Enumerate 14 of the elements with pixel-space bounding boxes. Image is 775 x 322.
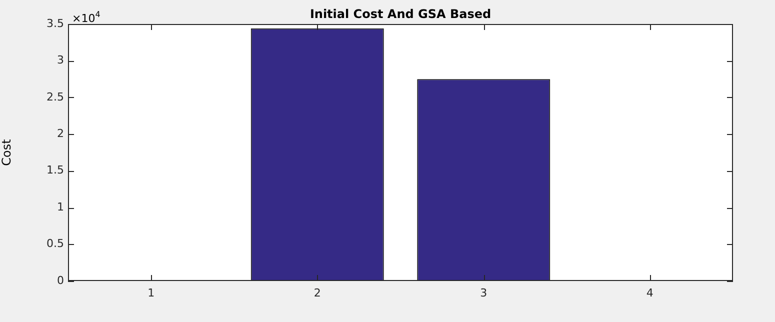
y-tick-label: 0	[57, 274, 64, 287]
y-tick-label: 1	[57, 200, 64, 214]
y-tick-label: 2	[57, 127, 64, 140]
chart-title: Initial Cost And GSA Based	[310, 7, 492, 21]
y-tick-label: 3	[57, 54, 64, 67]
x-tick-label: 1	[148, 286, 155, 300]
x-tick-label: 3	[480, 286, 488, 300]
y-tick-label: 1.5	[46, 164, 64, 177]
y-axis-title: Cost	[0, 138, 14, 166]
x-tick-label: 4	[646, 286, 654, 300]
x-tick-label: 2	[314, 286, 321, 300]
y-tick-label: 0.5	[46, 237, 64, 250]
y-tick-label: 3.5	[46, 16, 64, 30]
y-tick-label: 2.5	[46, 90, 64, 104]
